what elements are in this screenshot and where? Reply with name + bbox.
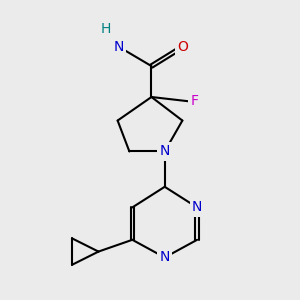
Text: N: N (192, 200, 202, 214)
Text: O: O (177, 40, 188, 54)
Text: N: N (160, 145, 170, 158)
Text: N: N (160, 250, 170, 265)
Text: F: F (190, 94, 198, 108)
Text: H: H (100, 22, 111, 36)
Text: N: N (114, 40, 124, 54)
